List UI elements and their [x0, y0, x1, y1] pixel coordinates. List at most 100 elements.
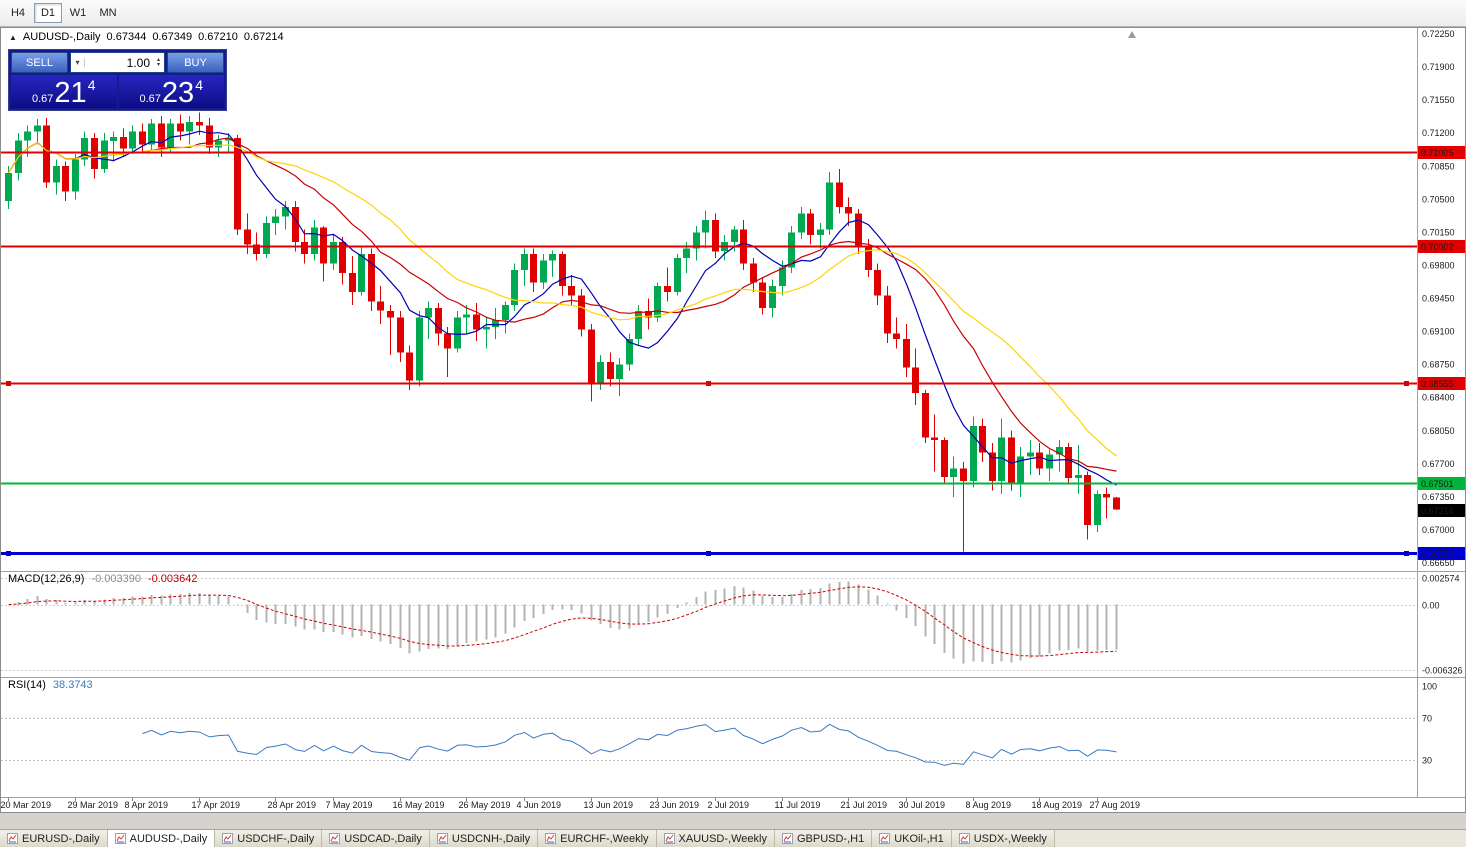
time-axis-label: 8 Apr 2019: [125, 800, 169, 810]
macd-indicator-header: MACD(12,26,9) -0.003390 -0.003642: [8, 573, 198, 585]
time-axis-label: 28 Apr 2019: [268, 800, 317, 810]
buy-button[interactable]: BUY: [167, 52, 224, 73]
chart-tabs: EURUSD-,Daily AUDUSD-,Daily USDCHF-,Daily U…: [0, 829, 1466, 847]
svg-text:0.68400: 0.68400: [1422, 393, 1455, 403]
timeframe-toolbar: H4 D1 W1 MN: [0, 0, 1466, 27]
chart-tab-icon: [114, 833, 126, 844]
horizontal-line-handle[interactable]: [6, 381, 11, 386]
time-axis-label: 26 May 2019: [459, 800, 511, 810]
ask-big-digits: 23: [161, 77, 195, 109]
lot-dropdown-icon[interactable]: ▾: [71, 58, 85, 67]
svg-text:0.66650: 0.66650: [1422, 558, 1455, 568]
chart-tab-usdcnh-daily[interactable]: USDCNH-,Daily: [429, 830, 539, 847]
horizontal-line-handle[interactable]: [706, 551, 711, 556]
level-price-label: [1418, 240, 1466, 253]
sell-button[interactable]: SELL: [11, 52, 68, 73]
chart-tab-usdcad-daily[interactable]: USDCAD-,Daily: [322, 830, 430, 847]
chart-tab-icon: [436, 833, 448, 844]
time-axis-label: 20 Mar 2019: [1, 800, 52, 810]
chart-tab-eurusd-daily[interactable]: EURUSD-,Daily: [0, 830, 108, 847]
time-axis-label: 30 Jul 2019: [899, 800, 946, 810]
spin-down-icon[interactable]: ▾: [156, 61, 160, 68]
chart-tab-icon: [329, 833, 341, 844]
chart-tab-icon: [545, 833, 557, 844]
horizontal-line-handle[interactable]: [1404, 381, 1409, 386]
chart-tab-ukoil-h1[interactable]: UKOil-,H1: [872, 830, 952, 847]
svg-text:0.68750: 0.68750: [1422, 360, 1455, 370]
bid-pipette: 4: [87, 77, 96, 93]
lot-size-input[interactable]: [85, 55, 153, 70]
time-axis-label: 2 Jul 2019: [708, 800, 750, 810]
ask-price-display[interactable]: 0.67 23 4: [118, 75, 224, 109]
moving-average-8: [7, 130, 1117, 486]
chart-tab-label: EURUSD-,Daily: [22, 832, 100, 845]
chart-tab-icon: [7, 833, 18, 844]
chart-tab-label: USDX-,Weekly: [973, 832, 1047, 845]
chart-tab-label: UKOil-,H1: [894, 832, 944, 845]
svg-text:0.67700: 0.67700: [1422, 459, 1455, 469]
svg-text:0.67350: 0.67350: [1422, 492, 1455, 502]
rsi-name: RSI(14): [8, 679, 46, 691]
rsi-axis-label: 100: [1422, 682, 1437, 692]
lot-size-control: ▾ ▴▾: [70, 52, 165, 73]
rsi-axis-label: 30: [1422, 756, 1432, 766]
ohlc-open: 0.67344: [106, 31, 147, 43]
timeframe-d1-button[interactable]: D1: [34, 3, 62, 23]
time-axis-label: 13 Jun 2019: [584, 800, 634, 810]
timeframe-mn-button[interactable]: MN: [94, 3, 122, 23]
ask-pipette: 4: [195, 77, 203, 93]
svg-text:0.69450: 0.69450: [1422, 294, 1455, 304]
svg-text:0.67000: 0.67000: [1422, 525, 1455, 535]
spin-up-icon[interactable]: ▴: [156, 56, 160, 63]
svg-text:0.69100: 0.69100: [1422, 327, 1455, 337]
one-click-toggle-icon[interactable]: ▲: [9, 32, 17, 42]
svg-text:0.71550: 0.71550: [1422, 95, 1455, 105]
chart-tab-label: EURCHF-,Weekly: [560, 832, 649, 845]
macd-axis-label: -0.006326: [1422, 666, 1463, 676]
rsi-current-value: 38.3743: [52, 679, 93, 691]
svg-text:0.70500: 0.70500: [1422, 194, 1455, 204]
timeframe-h4-button[interactable]: H4: [4, 3, 32, 23]
chart-tab-gbpusd-h1[interactable]: GBPUSD-,H1: [774, 830, 873, 847]
chart-tab-icon: [958, 833, 970, 844]
level-price-text: 0.68555: [1421, 379, 1454, 389]
horizontal-line-handle[interactable]: [1404, 551, 1409, 556]
time-axis[interactable]: 20 Mar 2019 29 Mar 2019 8 Apr 2019 17 Apr 2…: [1, 797, 1141, 810]
macd-axis-label: 0.00: [1422, 601, 1440, 611]
price-axis[interactable]: 0.72250 0.71900 0.71550 0.71200 0.70850 0.705…: [1422, 29, 1455, 568]
current-price-text: 0.67214: [1421, 506, 1454, 516]
svg-text:0.70850: 0.70850: [1422, 161, 1455, 171]
chart-shift-marker[interactable]: [1128, 31, 1136, 38]
bid-prefix: 0.67: [32, 93, 54, 105]
level-price-text: 0.66754: [1421, 549, 1454, 559]
horizontal-line-handle[interactable]: [706, 381, 711, 386]
macd-main-value: -0.003390: [91, 573, 141, 585]
chart-tab-label: USDCHF-,Daily: [237, 832, 315, 845]
horizontal-line-handle[interactable]: [6, 551, 11, 556]
time-axis-label: 11 Jul 2019: [775, 800, 821, 810]
chart-tab-usdchf-daily[interactable]: USDCHF-,Daily: [215, 830, 323, 847]
level-price-label: [1418, 146, 1466, 159]
time-axis-label: 29 Mar 2019: [68, 800, 119, 810]
chart-tab-xauusd-weekly[interactable]: XAUUSD-,Weekly: [656, 830, 775, 847]
chart-tab-label: USDCAD-,Daily: [344, 832, 422, 845]
lot-spinner[interactable]: ▴ ▾: [153, 56, 164, 68]
svg-text:0.68050: 0.68050: [1422, 426, 1455, 436]
macd-axis-label: 0.002574: [1422, 574, 1460, 584]
svg-text:0.70150: 0.70150: [1422, 227, 1455, 237]
ohlc-close: 0.67214: [243, 31, 284, 43]
chart-symbol-label: AUDUSD-,Daily: [22, 31, 101, 43]
time-axis-label: 18 Aug 2019: [1032, 800, 1083, 810]
chart-tab-eurchf-weekly[interactable]: EURCHF-,Weekly: [538, 830, 657, 847]
moving-average-24: [7, 141, 1117, 457]
rsi-line: [142, 723, 1117, 766]
chart-tab-usdx-weekly[interactable]: USDX-,Weekly: [951, 830, 1055, 847]
chart-tab-audusd-daily[interactable]: AUDUSD-,Daily: [107, 830, 216, 847]
time-axis-label: 7 May 2019: [326, 800, 373, 810]
window-bottom-strip: [0, 813, 1466, 829]
rsi-axis-label: 70: [1422, 714, 1432, 724]
timeframe-w1-button[interactable]: W1: [64, 3, 92, 23]
level-price-text: 0.67501: [1421, 479, 1454, 489]
bid-price-display[interactable]: 0.67 21 4: [11, 75, 117, 108]
